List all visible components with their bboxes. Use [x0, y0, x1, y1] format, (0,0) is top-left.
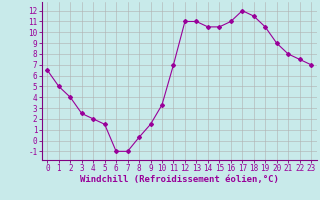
X-axis label: Windchill (Refroidissement éolien,°C): Windchill (Refroidissement éolien,°C)	[80, 175, 279, 184]
